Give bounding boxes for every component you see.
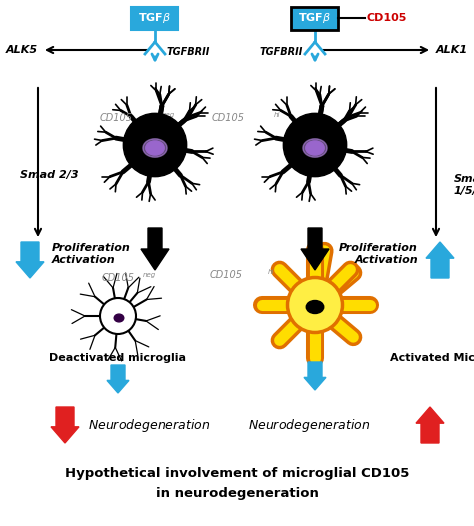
Text: CD105: CD105 (210, 270, 243, 280)
Ellipse shape (114, 314, 124, 322)
Text: Deactivated microglia: Deactivated microglia (49, 353, 186, 363)
Polygon shape (416, 407, 444, 443)
Text: Smad
1/5/8: Smad 1/5/8 (454, 174, 474, 196)
Circle shape (100, 298, 136, 334)
Text: TGFBRII: TGFBRII (260, 47, 303, 57)
Ellipse shape (303, 139, 327, 157)
Text: neg: neg (143, 272, 156, 278)
Text: CD105: CD105 (212, 113, 245, 123)
Ellipse shape (146, 141, 164, 155)
Polygon shape (426, 242, 454, 278)
Text: TGF$\beta$: TGF$\beta$ (138, 11, 172, 25)
Text: $\it{Neurodegeneration}$: $\it{Neurodegeneration}$ (88, 418, 210, 434)
Text: CD105: CD105 (100, 113, 133, 123)
Text: Hypothetical involvement of microglial CD105: Hypothetical involvement of microglial C… (65, 467, 409, 480)
Polygon shape (16, 242, 44, 278)
Text: TGF$\beta$: TGF$\beta$ (299, 11, 331, 25)
Text: ALK5: ALK5 (6, 45, 38, 55)
Text: neg: neg (162, 112, 175, 118)
Text: ALK1: ALK1 (436, 45, 468, 55)
Text: CD105: CD105 (101, 273, 135, 283)
Circle shape (283, 113, 346, 177)
Circle shape (288, 278, 343, 332)
Text: CD105: CD105 (367, 13, 407, 23)
Polygon shape (107, 365, 129, 393)
Circle shape (123, 113, 187, 177)
Text: Proliferation
Activation: Proliferation Activation (52, 243, 131, 265)
Polygon shape (304, 362, 326, 390)
Text: Smad 2/3: Smad 2/3 (20, 170, 79, 180)
Ellipse shape (306, 300, 324, 313)
Polygon shape (141, 228, 169, 270)
FancyBboxPatch shape (292, 6, 338, 29)
FancyBboxPatch shape (131, 6, 179, 29)
Text: TGFBRII: TGFBRII (167, 47, 210, 57)
Text: in neurodegeneration: in neurodegeneration (155, 488, 319, 501)
Polygon shape (301, 228, 329, 270)
Ellipse shape (306, 141, 324, 155)
Text: Activated Microglia: Activated Microglia (390, 353, 474, 363)
Text: hi: hi (268, 269, 274, 275)
Polygon shape (51, 407, 79, 443)
Text: Proliferation
Activation: Proliferation Activation (339, 243, 418, 265)
Text: hi: hi (274, 112, 281, 118)
Ellipse shape (143, 139, 167, 157)
Text: $\it{Neurodegeneration}$: $\it{Neurodegeneration}$ (248, 418, 371, 434)
